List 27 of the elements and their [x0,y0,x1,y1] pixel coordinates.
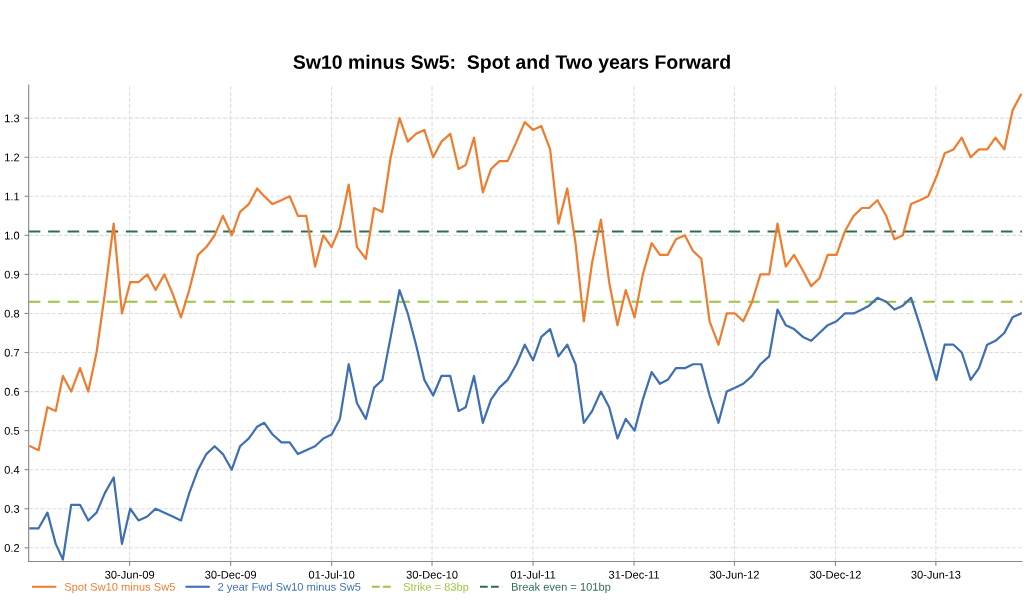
x-tick-label: 30-Jun-09 [105,570,155,579]
x-tick-label: 30-Jun-13 [911,570,961,579]
x-tick-label: 30-Jun-12 [709,570,759,579]
y-tick-label: 0.5 [4,426,20,435]
legend-label: Strike = 83bp [403,582,469,593]
y-tick-label: 0.2 [4,544,20,552]
y-tick-label: 0.3 [4,505,20,513]
legend-label: Spot Sw10 minus Sw5 [64,582,175,593]
line-series [29,93,1022,452]
y-tick-label: 0.8 [4,309,20,318]
y-tick-label: 1.3 [5,114,20,123]
y-tick-label: 0.6 [4,387,20,396]
x-tick-label: 01-Jul-10 [308,570,355,579]
y-tick-label: 0.4 [4,465,20,474]
x-tick-label: 30-Dec-09 [205,570,257,579]
chart-title: Sw10 minus Sw5: Spot and Two years Forward [293,54,730,73]
x-tick-label: 31-Dec-11 [608,570,660,579]
y-tick-label: 1.0 [5,231,20,240]
y-tick-label: 1.1 [5,192,20,201]
y-tick-label: 0.7 [4,348,20,357]
y-tick-label: 0.9 [4,270,20,279]
y-tick-label: 1.2 [5,153,20,162]
legend-label: 2 year Fwd Sw10 minus Sw5 [218,582,361,593]
x-tick-label: 30-Dec-12 [809,570,861,579]
legend-label: Break even = 101bp [512,582,611,593]
x-tick-label: 01-Jul-11 [510,570,556,579]
x-tick-label: 30-Dec-10 [406,570,458,579]
